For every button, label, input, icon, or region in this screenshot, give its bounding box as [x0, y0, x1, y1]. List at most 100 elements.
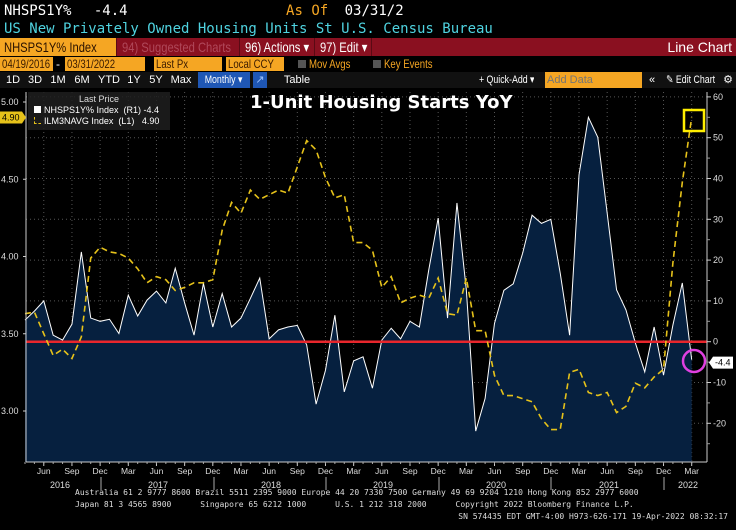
as-of-date[interactable]: 03/31/2: [344, 3, 404, 19]
actions-menu[interactable]: 96) Actions ▾: [241, 38, 315, 56]
legend-item-nhsps: NHSPS1Y% Index (R1) -4.4: [28, 105, 170, 116]
collapse-icon[interactable]: «: [648, 74, 656, 86]
right-tick-label: 30: [713, 214, 723, 224]
footer-line-3: SN 574435 EDT GMT-4:00 H973-626-171 19-A…: [458, 512, 728, 521]
frequency-select-text: Monthly ▾: [205, 74, 243, 86]
settings-icon[interactable]: ⚙: [723, 74, 733, 86]
x-year-label: 2019: [373, 480, 393, 490]
right-tick-label: 0: [713, 337, 718, 347]
end-date-field[interactable]: 03/31/2022: [65, 57, 145, 71]
legend-swatch-white: [34, 106, 41, 113]
left-tick-label: 4.50: [1, 174, 19, 184]
last-value-label-right: -4.4: [715, 358, 731, 368]
right-tick-label: -10: [713, 378, 726, 388]
line-chart-icon[interactable]: ↗: [253, 72, 267, 88]
field-select[interactable]: Last Px: [154, 57, 222, 71]
right-tick-label: 40: [713, 174, 723, 184]
last-value-tag-right: [709, 356, 733, 369]
chart-type-text: Line Chart: [667, 39, 732, 55]
legend-label-nhsps: NHSPS1Y% Index (R1) -4.4: [44, 105, 160, 115]
last-value-label-left: 4.90: [2, 112, 20, 122]
right-tick-label: 60: [713, 92, 723, 102]
table-button[interactable]: Table: [283, 74, 311, 86]
add-data-input[interactable]: [545, 72, 642, 88]
mov-avgs-label[interactable]: Mov Avgs: [309, 57, 361, 71]
x-month-label: Dec: [656, 466, 672, 476]
currency-select[interactable]: Local CCY: [226, 57, 284, 71]
x-month-label: Jun: [150, 466, 164, 476]
period-max[interactable]: Max: [170, 74, 192, 86]
period-6m[interactable]: 6M: [74, 74, 90, 86]
start-date-field[interactable]: 04/19/2016: [0, 57, 53, 71]
chart-title: 1-Unit Housing Starts YoY: [250, 92, 513, 113]
x-month-label: Jun: [375, 466, 389, 476]
x-year-label: 2022: [678, 480, 698, 490]
last-value: -4.4: [93, 3, 128, 19]
legend-swatch-yellow: [34, 117, 41, 124]
key-events-label[interactable]: Key Events: [384, 57, 445, 71]
x-month-label: Dec: [543, 466, 559, 476]
x-year-label: 2016: [50, 480, 70, 490]
x-month-label: Dec: [431, 466, 447, 476]
footer: Australia 61 2 9777 8600 Brazil 5511 239…: [0, 487, 736, 523]
x-month-label: Mar: [459, 466, 474, 476]
x-month-label: Sep: [290, 466, 305, 476]
date-separator: -: [56, 57, 60, 71]
end-date-text: 03/31/2022: [67, 57, 116, 71]
left-tick-label: 4.00: [1, 252, 19, 262]
highlight-circle-annotation: [681, 348, 707, 374]
footer-line-1: Australia 61 2 9777 8600 Brazil 5511 239…: [75, 488, 639, 497]
quick-add-text: + Quick-Add ▾: [478, 74, 534, 86]
chart-type-label: Line Chart: [663, 38, 736, 56]
security-field[interactable]: NHSPS1Y% Index: [0, 38, 117, 56]
x-month-label: Dec: [93, 466, 109, 476]
x-year-label: 2021: [599, 480, 619, 490]
as-of-label: As Of: [286, 3, 329, 19]
x-month-label: Dec: [318, 466, 334, 476]
period-1m[interactable]: 1M: [50, 74, 66, 86]
key-events-checkbox[interactable]: [373, 60, 381, 68]
right-tick-label: -20: [713, 418, 726, 428]
edit-chart-text: ✎ Edit Chart: [666, 74, 716, 86]
quick-add-button[interactable]: + Quick-Add ▾: [472, 72, 534, 88]
period-3d[interactable]: 3D: [27, 74, 43, 86]
right-tick-label: 10: [713, 296, 723, 306]
suggested-charts-button[interactable]: 94) Suggested Charts: [118, 38, 240, 56]
x-month-label: Mar: [572, 466, 587, 476]
period-bar: 1D 3D 1M 6M YTD 1Y 5Y Max Monthly ▾ ↗ Ta…: [0, 72, 736, 88]
edit-menu-label: 97) Edit ▾: [320, 39, 368, 55]
security-description: US New Privately Owned Housing Units St …: [4, 21, 493, 37]
left-tick-label: 3.00: [1, 406, 19, 416]
period-1d[interactable]: 1D: [5, 74, 21, 86]
series-line-ilm3navg: [24, 117, 693, 431]
edit-chart-button[interactable]: ✎ Edit Chart: [660, 72, 718, 88]
period-5y[interactable]: 5Y: [149, 74, 163, 86]
mov-avgs-checkbox[interactable]: [298, 60, 306, 68]
security-field-text: NHSPS1Y% Index: [4, 39, 97, 55]
x-month-label: Jun: [600, 466, 614, 476]
chart-area[interactable]: 60 50 40 30 20 10 0 -10 -20 5.00 4.50 4.00 3.50 3.00 4…: [0, 88, 736, 490]
x-month-label: Sep: [515, 466, 530, 476]
chart-params: 04/19/2016 - 03/31/2022 Last Px Local CC…: [0, 57, 736, 71]
x-month-label: Jun: [262, 466, 276, 476]
series-line-nhsps1y: [24, 115, 693, 432]
field-select-text: Last Px: [156, 57, 189, 71]
series-area-fill: [25, 117, 692, 463]
period-ytd[interactable]: YTD: [98, 74, 120, 86]
start-date-text: 04/19/2016: [2, 57, 51, 71]
legend-label-ilm3navg: ILM3NAVG Index (L1) 4.90: [44, 116, 160, 126]
legend-item-ilm3navg: ILM3NAVG Index (L1) 4.90: [28, 116, 170, 127]
left-tick-label: 3.50: [1, 329, 19, 339]
x-month-label: Sep: [64, 466, 79, 476]
x-month-label: Sep: [628, 466, 643, 476]
actions-menu-label: 96) Actions ▾: [245, 39, 310, 55]
highlight-box-annotation: [682, 108, 706, 133]
ticker-header: NHSPS1Y% -4.4 As Of 03/31/2: [4, 2, 418, 20]
x-month-label: Jun: [488, 466, 502, 476]
ticker: NHSPS1Y%: [4, 3, 72, 19]
frequency-select[interactable]: Monthly ▾: [198, 72, 250, 88]
command-bar: NHSPS1Y% Index 94) Suggested Charts 96) …: [0, 38, 736, 56]
edit-menu[interactable]: 97) Edit ▾: [316, 38, 372, 56]
period-1y[interactable]: 1Y: [127, 74, 141, 86]
left-tick-label: 5.00: [1, 97, 19, 107]
